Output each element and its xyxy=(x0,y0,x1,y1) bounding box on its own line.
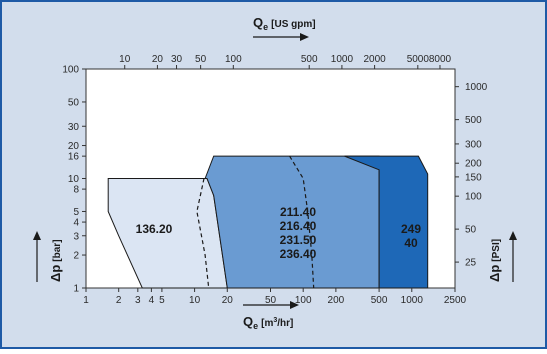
regions-layer xyxy=(107,155,429,289)
left-tick-label: 100 xyxy=(62,65,79,76)
bottom-tick-label: 20 xyxy=(222,295,234,306)
region-1-dashed-boundary xyxy=(196,178,210,289)
region-1-label: 136.20 xyxy=(136,222,173,236)
bottom-axis-arrow xyxy=(243,301,299,309)
left-tick-label: 3 xyxy=(73,231,79,242)
bottom-axis-title: Qe [m3/hr] xyxy=(243,314,293,331)
left-tick-label: 1 xyxy=(73,284,79,295)
bottom-tick-label: 5 xyxy=(159,295,165,306)
region-3-area xyxy=(344,155,429,289)
top-tick-label: 30 xyxy=(171,54,183,65)
top-tick-label: 1000 xyxy=(331,54,354,65)
top-tick-label: 100 xyxy=(225,54,242,65)
right-tick-label: 150 xyxy=(465,172,482,183)
top-tick-label: 50 xyxy=(195,54,207,65)
bottom-tick-label: 4 xyxy=(149,295,155,306)
right-tick-label: 500 xyxy=(465,115,482,126)
top-axis-arrow xyxy=(253,33,309,41)
left-tick-label: 2 xyxy=(73,251,79,262)
bottom-tick-label: 3 xyxy=(135,295,141,306)
left-tick-label: 30 xyxy=(68,122,80,133)
right-axis-arrow xyxy=(509,231,517,282)
right-tick-label: 300 xyxy=(465,139,482,150)
left-tick-label: 4 xyxy=(73,218,79,229)
bottom-tick-label: 2500 xyxy=(444,295,467,306)
top-tick-label: 20 xyxy=(152,54,164,65)
left-axis-arrow xyxy=(33,231,41,282)
right-tick-label: 100 xyxy=(465,192,482,203)
bottom-tick-label: 100 xyxy=(295,295,312,306)
left-tick-label: 5 xyxy=(73,207,79,218)
top-tick-label: 10 xyxy=(119,54,131,65)
region-labels-layer: 136.20 211.40 216.40 231.50 236.40 249 40 xyxy=(136,205,422,261)
left-tick-label: 16 xyxy=(68,152,80,163)
left-tick-label: 20 xyxy=(68,141,80,152)
top-tick-label: 500 xyxy=(301,54,318,65)
region-2-dashed-boundary xyxy=(289,155,315,289)
top-tick-label: 2000 xyxy=(363,54,386,65)
bottom-tick-label: 1000 xyxy=(401,295,424,306)
bottom-tick-label: 1 xyxy=(83,295,89,306)
right-tick-label: 200 xyxy=(465,159,482,170)
left-axis-title: Δp[bar] xyxy=(48,239,63,282)
bottom-tick-label: 10 xyxy=(189,295,201,306)
bottom-tick-label: 2 xyxy=(116,295,122,306)
right-tick-label: 1000 xyxy=(465,82,488,93)
left-tick-label: 50 xyxy=(68,97,80,108)
region-2-label: 211.40 216.40 231.50 236.40 xyxy=(280,205,317,261)
right-tick-label: 25 xyxy=(465,258,477,269)
top-axis-title: Qe [US gpm] xyxy=(253,15,316,32)
left-tick-label: 10 xyxy=(68,174,80,185)
top-tick-label: 5000 xyxy=(407,54,430,65)
bottom-tick-label: 50 xyxy=(265,295,277,306)
left-tick-label: 8 xyxy=(73,185,79,196)
right-tick-label: 50 xyxy=(465,225,477,236)
right-axis-title: Δp[PSI] xyxy=(487,239,502,282)
region-3-label: 249 40 xyxy=(401,222,421,250)
top-tick-label: 8000 xyxy=(429,54,452,65)
bottom-tick-label: 200 xyxy=(328,295,345,306)
bottom-tick-label: 500 xyxy=(371,295,388,306)
